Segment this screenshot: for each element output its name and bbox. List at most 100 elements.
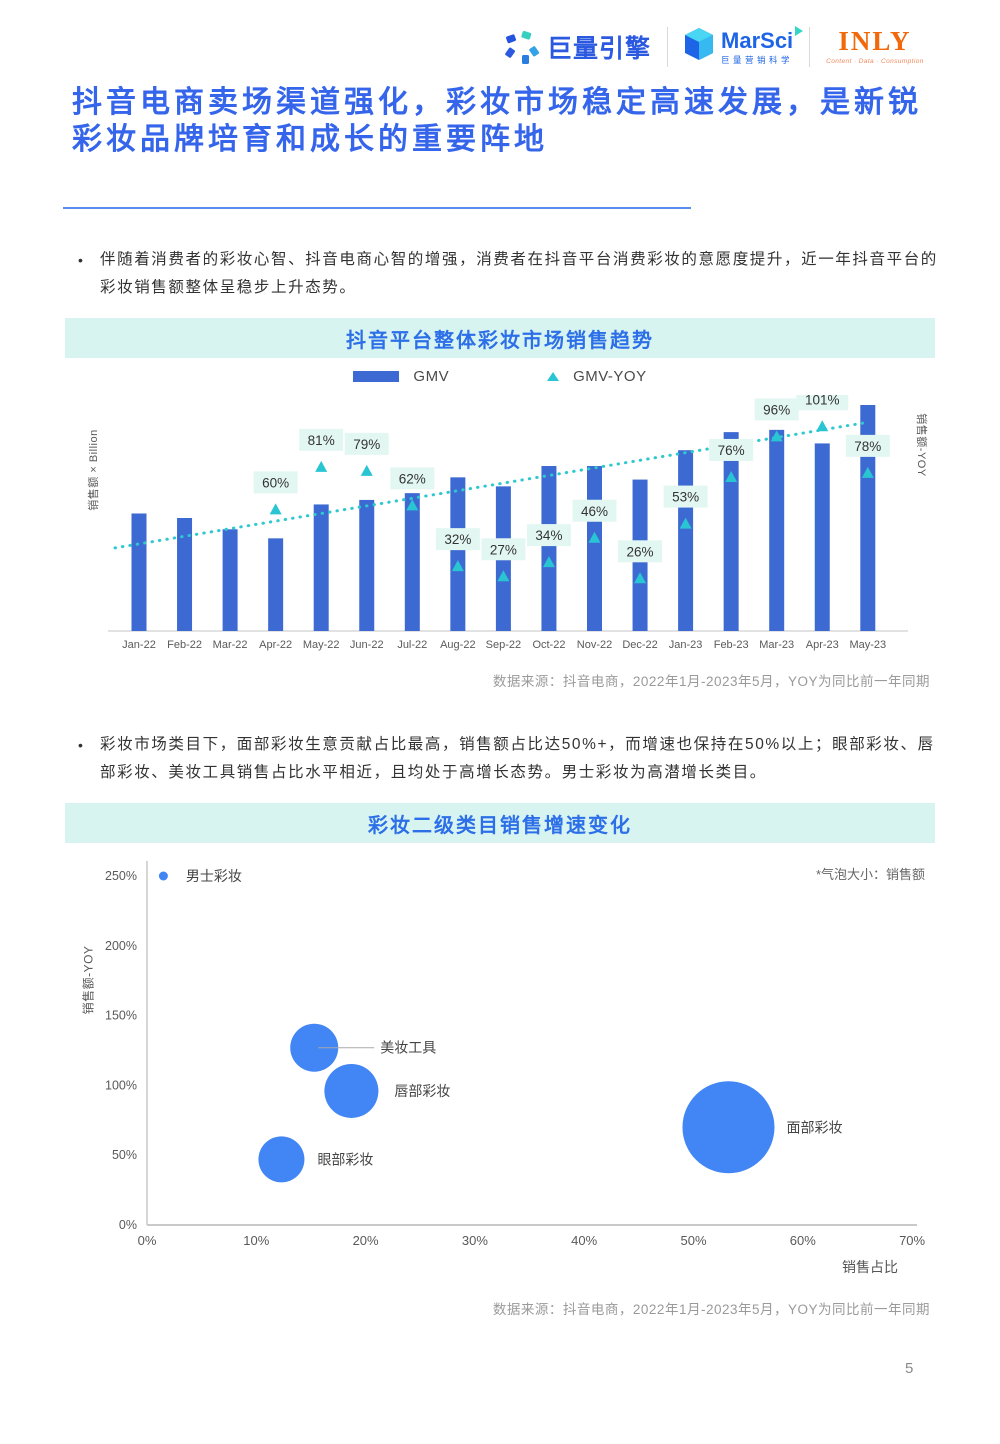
month-label-Jan-23: Jan-23 [669, 639, 703, 651]
yoy-marker-Aug-22 [451, 560, 464, 572]
chart1-legend: GMV GMV-YOY [65, 368, 935, 385]
inly-tagline: Content · Data · Consumption [826, 58, 924, 66]
bullet-2-text: 彩妆市场类目下，面部彩妆生意贡献占比最高，销售额占比达50%+，而增速也保持在5… [100, 736, 935, 781]
y-tick-200%: 200% [105, 939, 137, 953]
gmv-bar-Jan-22 [131, 513, 147, 631]
category-growth-bubble-chart: 0% 50% 100% 150% 200% 250% 0% 10% 20% 30% 40% 50% 60… [105, 861, 926, 1275]
yoy-marker-Jul-22 [406, 499, 419, 511]
yoy-marker-Nov-22 [588, 531, 601, 543]
gmv-bar-May-22 [313, 504, 329, 631]
gmv-legend-label: GMV [413, 368, 450, 385]
month-label-Nov-22: Nov-22 [577, 639, 612, 651]
bubble-眼部彩妆 [258, 1136, 305, 1183]
yoy-marker-Jun-22 [360, 464, 373, 476]
yoy-marker-Mar-23 [770, 430, 783, 442]
page-number: 5 [905, 1360, 914, 1377]
y-tick-0%: 0% [119, 1218, 137, 1232]
month-label-Mar-23: Mar-23 [759, 639, 794, 651]
chart2-x-axis-title: 销售占比 [842, 1259, 898, 1275]
month-label-Feb-22: Feb-22 [167, 639, 202, 651]
x-tick-60%: 60% [790, 1233, 816, 1248]
month-label-Oct-22: Oct-22 [532, 639, 565, 651]
bullet-1-text: 伴随着消费者的彩妆心智、抖音电商心智的增强，消费者在抖音平台消费彩妆的意愿度提升… [100, 251, 938, 296]
chart2-title-band: 彩妆二级类目销售增速变化 [65, 803, 935, 843]
yoy-label-bg-Nov-22 [572, 499, 617, 522]
yoy-label-bg-Sep-22 [481, 538, 526, 561]
yoy-marker-May-23 [861, 466, 874, 478]
x-tick-10%: 10% [243, 1233, 269, 1248]
ocean-engine-pinwheel-icon [505, 30, 539, 64]
bubble-label-男士彩妆: 男士彩妆 [186, 868, 242, 884]
x-tick-40%: 40% [571, 1233, 597, 1248]
x-tick-30%: 30% [462, 1233, 488, 1248]
month-label-Dec-22: Dec-22 [622, 639, 657, 651]
gmv-bar-Mar-23 [769, 429, 785, 631]
gmv-bar-Jun-22 [359, 499, 375, 631]
gmv-bar-Oct-22 [541, 466, 557, 631]
yoy-label-Sep-22: 27% [490, 542, 517, 557]
yoy-label-bg-Mar-23 [754, 398, 799, 421]
yoy-marker-Apr-22 [269, 503, 282, 515]
marsci-play-icon [795, 25, 804, 36]
y-tick-50%: 50% [112, 1148, 137, 1162]
yoy-label-bg-Apr-22 [253, 471, 298, 494]
yoy-label-May-23: 78% [854, 439, 881, 454]
month-label-Sep-22: Sep-22 [486, 639, 521, 651]
bullet-1-marker: • [78, 252, 85, 268]
page-title-line-1: 抖音电商卖场渠道强化，彩妆市场稳定高速发展，是新锐 [72, 86, 922, 119]
yoy-label-bg-Jul-22 [390, 467, 435, 490]
yoy-label-bg-May-23 [845, 434, 890, 457]
yoy-marker-Feb-23 [725, 470, 738, 482]
month-label-Apr-23: Apr-23 [806, 639, 839, 651]
gmv-bar-Apr-22 [268, 538, 284, 631]
yoy-label-Jul-22: 62% [399, 471, 426, 486]
gmv-bar-Aug-22 [450, 477, 466, 631]
marsci-subtitle: 巨量营销科学 [721, 54, 794, 65]
gmv-yoy-legend-triangle-icon [547, 372, 560, 381]
x-tick-50%: 50% [680, 1233, 706, 1248]
gmv-bar-Feb-22 [177, 518, 193, 631]
bubble-label-美妆工具: 美妆工具 [380, 1040, 436, 1056]
month-label-Aug-22: Aug-22 [440, 639, 475, 651]
bullet-1: • 伴随着消费者的彩妆心智、抖音电商心智的增强，消费者在抖音平台消费彩妆的意愿度… [78, 246, 938, 302]
bubble-size-note: *气泡大小：销售额 [816, 867, 925, 882]
y-tick-250%: 250% [105, 869, 137, 883]
yoy-label-Dec-22: 26% [627, 544, 654, 559]
ocean-engine-logo: 巨量引擎 [505, 29, 651, 65]
gmv-trend-bar-chart: 60% 81% 79% 62% 32% 27% 34% 46% 26% 53% 76% 96% 101%… [108, 395, 908, 651]
bullet-2: • 彩妆市场类目下，面部彩妆生意贡献占比最高，销售额占比达50%+，而增速也保持… [78, 731, 938, 787]
gmv-bar-Mar-22 [222, 529, 238, 631]
yoy-marker-Sep-22 [497, 570, 510, 582]
yoy-label-bg-Apr-23 [796, 395, 849, 411]
page-title: 抖音电商卖场渠道强化，彩妆市场稳定高速发展，是新锐 彩妆品牌培育和成长的重要阵地 [72, 84, 962, 158]
yoy-label-bg-Dec-22 [618, 540, 663, 563]
inly-wordmark: INLY [838, 26, 912, 57]
gmv-bar-May-23 [860, 405, 876, 631]
y-tick-150%: 150% [105, 1009, 137, 1023]
chart1-title: 抖音平台整体彩妆市场销售趋势 [346, 329, 654, 352]
yoy-label-bg-May-22 [299, 428, 344, 451]
chart2-source-note: 数据来源：抖音电商，2022年1月-2023年5月，YOY为同比前一年同期 [492, 1302, 930, 1317]
gmv-bar-Jan-23 [678, 450, 694, 631]
bullet-2-marker: • [78, 737, 85, 753]
yoy-label-bg-Jun-22 [344, 432, 389, 455]
bubble-面部彩妆 [682, 1081, 775, 1174]
yoy-label-Apr-22: 60% [262, 475, 289, 490]
chart1-source-note: 数据来源：抖音电商，2022年1月-2023年5月，YOY为同比前一年同期 [492, 674, 930, 689]
bubble-唇部彩妆 [324, 1063, 379, 1118]
month-label-Jun-22: Jun-22 [350, 639, 384, 651]
yoy-label-Mar-23: 96% [763, 402, 790, 417]
month-label-Jul-22: Jul-22 [397, 639, 427, 651]
gmv-legend-swatch [353, 371, 400, 382]
yoy-marker-Dec-22 [634, 572, 647, 584]
yoy-marker-Apr-23 [816, 420, 829, 432]
yoy-label-Oct-22: 34% [535, 528, 562, 543]
gmv-yoy-legend-label: GMV-YOY [573, 368, 647, 385]
month-label-May-23: May-23 [849, 639, 886, 651]
chart1-title-band: 抖音平台整体彩妆市场销售趋势 [65, 318, 935, 358]
marsci-logo: MarSci 巨量营销科学 [684, 25, 804, 67]
marsci-cube-icon [685, 28, 714, 60]
month-label-Jan-22: Jan-22 [122, 639, 156, 651]
gmv-bar-Feb-23 [723, 432, 739, 631]
